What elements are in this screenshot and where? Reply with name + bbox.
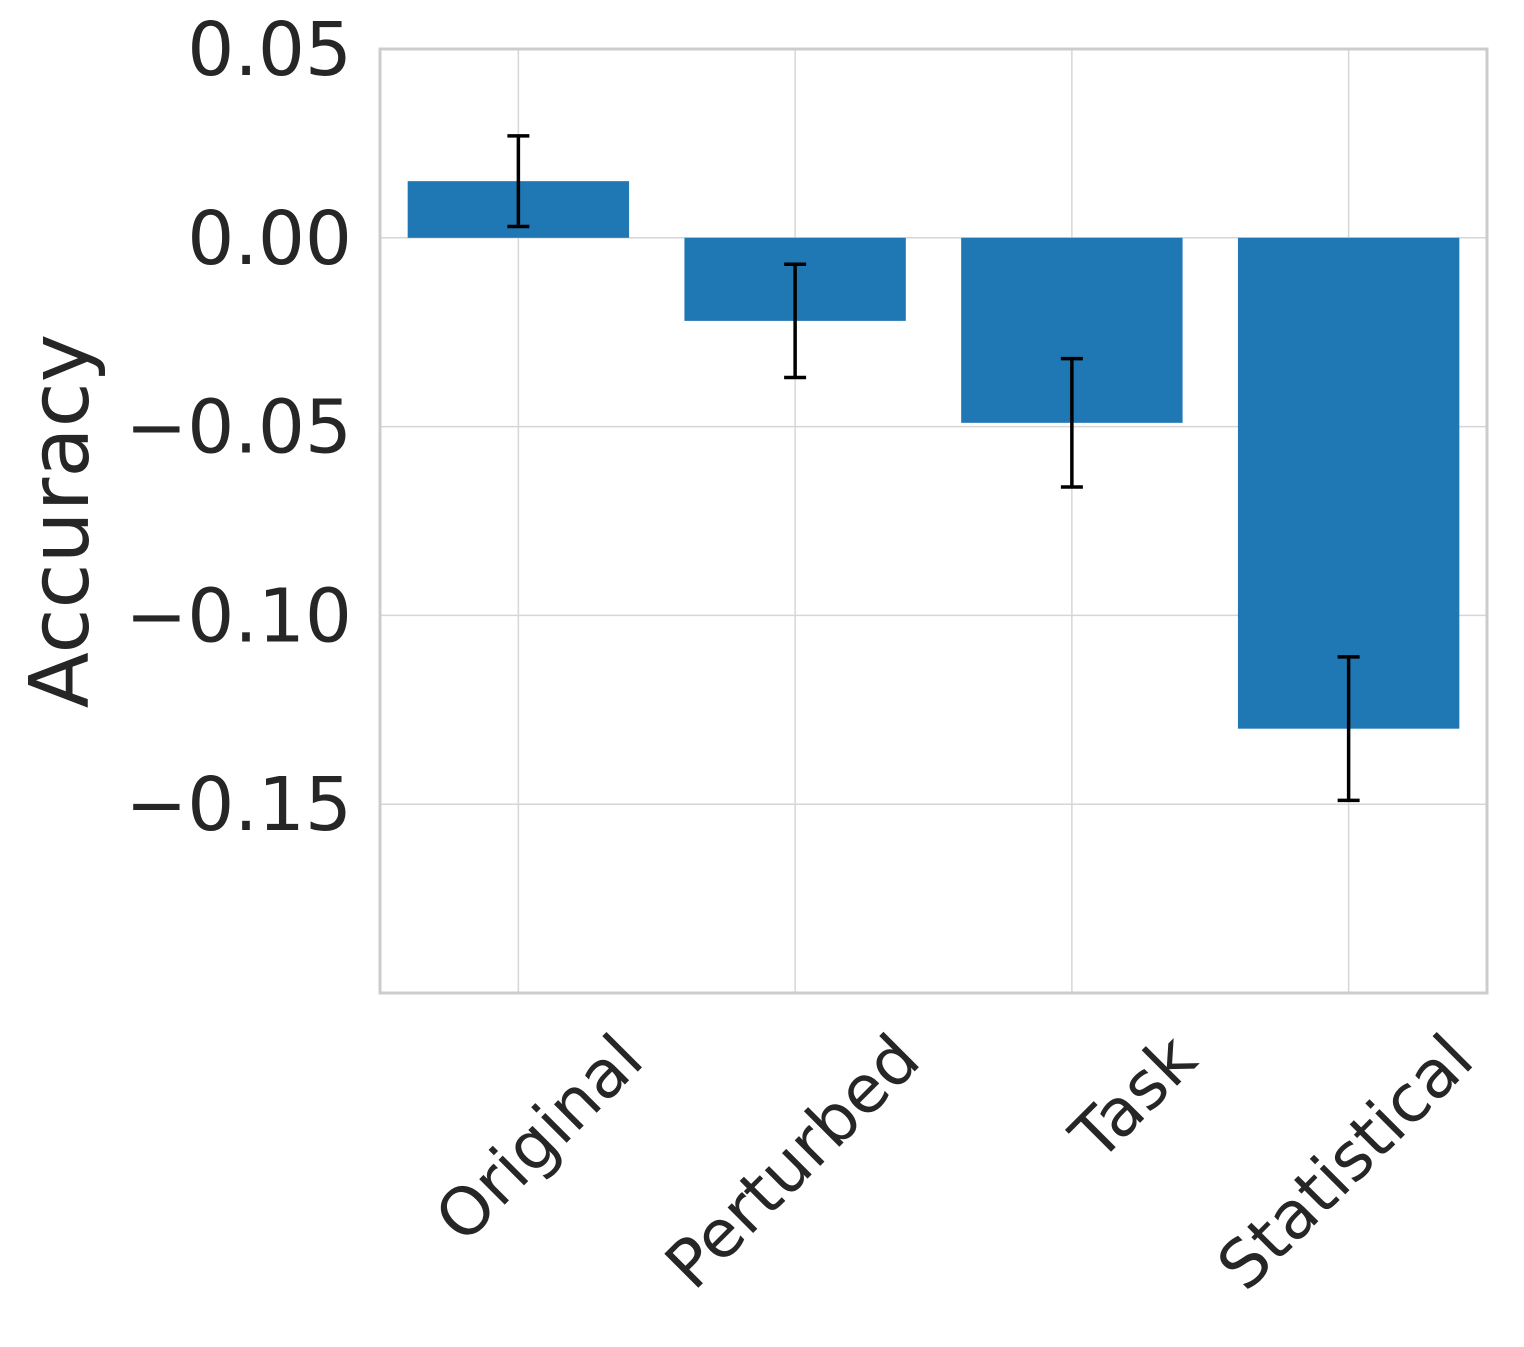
error-bar	[1060, 356, 1083, 489]
x-tick-label: Perturbed	[651, 1020, 935, 1304]
error-bar	[507, 134, 530, 229]
x-tick-label: Task	[1055, 1019, 1211, 1175]
y-tick-label: 0.00	[187, 196, 352, 282]
bar	[1237, 237, 1460, 729]
y-tick-label: −0.10	[125, 573, 352, 659]
x-tick-label: Original	[421, 1020, 658, 1257]
error-bar-layer	[507, 134, 1360, 803]
y-axis-label: Accuracy	[13, 334, 108, 708]
y-tick-labels: 0.05 0.00 −0.05 −0.10 −0.15	[125, 7, 352, 848]
error-bar	[784, 262, 807, 380]
y-tick-label: −0.15	[125, 762, 352, 848]
x-tick-label: Statistical	[1203, 1020, 1488, 1305]
y-tick-label: −0.05	[125, 385, 352, 471]
bar-layer	[407, 181, 1460, 729]
error-bar	[1337, 655, 1360, 803]
plot-frame	[378, 47, 1489, 995]
y-tick-label: 0.05	[187, 7, 352, 93]
